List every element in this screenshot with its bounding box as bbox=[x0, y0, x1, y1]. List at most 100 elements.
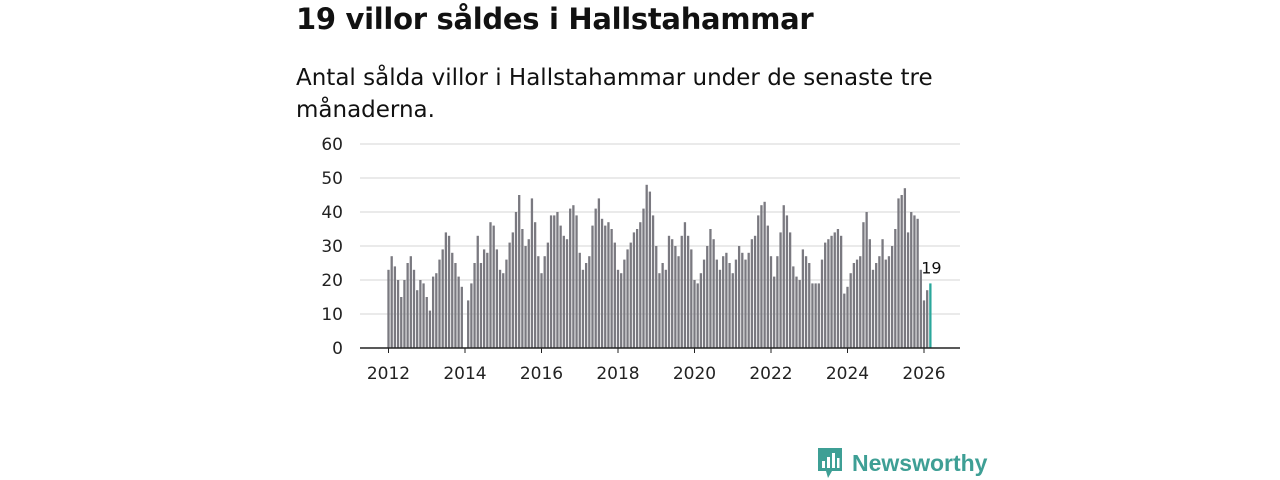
bar bbox=[824, 242, 827, 348]
bar bbox=[600, 218, 604, 348]
x-tick-label: 2012 bbox=[367, 364, 410, 384]
bar bbox=[460, 286, 463, 348]
bar bbox=[903, 188, 907, 348]
x-tick-label: 2022 bbox=[749, 364, 792, 384]
bar bbox=[859, 256, 862, 348]
bar bbox=[530, 198, 534, 348]
bar bbox=[728, 263, 731, 348]
newsworthy-brand[interactable]: Newsworthy bbox=[816, 446, 987, 480]
bar bbox=[428, 310, 432, 348]
bar bbox=[722, 256, 725, 348]
bar bbox=[773, 276, 776, 348]
bar bbox=[400, 297, 403, 348]
bar bbox=[776, 256, 779, 348]
bar bbox=[661, 263, 664, 348]
bar bbox=[820, 259, 824, 348]
bar bbox=[387, 269, 390, 348]
bar bbox=[508, 242, 511, 348]
bar bbox=[741, 252, 744, 348]
bar bbox=[715, 259, 718, 348]
bar bbox=[690, 249, 693, 348]
bar bbox=[441, 249, 444, 348]
x-tick-label: 2018 bbox=[596, 364, 639, 384]
bar bbox=[502, 273, 505, 348]
bar bbox=[422, 283, 425, 348]
bar bbox=[833, 232, 836, 348]
x-tick-label: 2016 bbox=[520, 364, 563, 384]
bar bbox=[505, 259, 508, 348]
bar bbox=[562, 235, 565, 348]
bar bbox=[457, 276, 460, 348]
bar bbox=[553, 215, 556, 348]
bar bbox=[875, 263, 878, 348]
bar bbox=[651, 215, 655, 348]
bar bbox=[454, 263, 457, 348]
bar bbox=[416, 290, 419, 348]
bar bbox=[591, 225, 594, 348]
bar bbox=[559, 225, 562, 348]
bar bbox=[524, 246, 527, 348]
y-axis-ticks: 0 10 20 30 40 50 60 bbox=[321, 135, 343, 359]
bar bbox=[919, 269, 922, 348]
bar bbox=[706, 246, 709, 348]
bar bbox=[671, 239, 674, 348]
bar bbox=[540, 273, 543, 348]
bar bbox=[839, 235, 843, 348]
y-tick-label: 50 bbox=[321, 169, 343, 189]
bar bbox=[467, 300, 470, 348]
bar bbox=[435, 273, 438, 348]
brand-name: Newsworthy bbox=[852, 449, 988, 476]
bar bbox=[747, 252, 750, 348]
bar bbox=[699, 273, 703, 348]
bar bbox=[795, 276, 798, 348]
bar bbox=[495, 249, 499, 348]
bar bbox=[865, 212, 868, 348]
bar bbox=[881, 239, 884, 348]
bar bbox=[910, 212, 913, 348]
bar bbox=[686, 235, 690, 348]
bar bbox=[683, 222, 687, 348]
y-tick-label: 20 bbox=[321, 271, 343, 291]
y-tick-label: 30 bbox=[321, 237, 343, 257]
bar bbox=[897, 198, 900, 348]
bar bbox=[629, 242, 632, 348]
bar bbox=[569, 208, 572, 348]
bar bbox=[680, 235, 683, 348]
bar bbox=[492, 225, 495, 348]
bar bbox=[817, 283, 820, 348]
y-tick-label: 40 bbox=[321, 203, 343, 223]
bar bbox=[412, 269, 416, 348]
bar bbox=[584, 263, 588, 348]
bar bbox=[444, 232, 448, 348]
bar bbox=[926, 290, 929, 348]
bar bbox=[862, 222, 865, 348]
bar bbox=[836, 229, 840, 348]
bar bbox=[543, 256, 546, 348]
bar bbox=[409, 256, 412, 348]
bar bbox=[473, 263, 476, 348]
bar bbox=[645, 184, 648, 348]
bar bbox=[757, 215, 760, 348]
bar bbox=[664, 269, 667, 348]
bar bbox=[588, 256, 591, 348]
bar bbox=[801, 249, 805, 348]
bar bbox=[518, 195, 521, 348]
bar bbox=[913, 215, 916, 348]
bar bbox=[486, 252, 489, 348]
bar bbox=[785, 215, 789, 348]
bar bbox=[610, 229, 613, 348]
newsworthy-logo-icon bbox=[818, 448, 842, 478]
bar bbox=[788, 232, 792, 348]
bar bbox=[572, 205, 575, 348]
bar bbox=[658, 273, 661, 348]
bar bbox=[677, 256, 680, 348]
bar bbox=[830, 235, 833, 348]
bar bbox=[431, 276, 435, 348]
bar bbox=[667, 235, 671, 348]
bar bbox=[878, 256, 881, 348]
bar bbox=[479, 263, 483, 348]
bar bbox=[537, 256, 540, 348]
y-tick-label: 10 bbox=[321, 305, 343, 325]
bar bbox=[696, 283, 699, 348]
bar bbox=[393, 266, 397, 348]
